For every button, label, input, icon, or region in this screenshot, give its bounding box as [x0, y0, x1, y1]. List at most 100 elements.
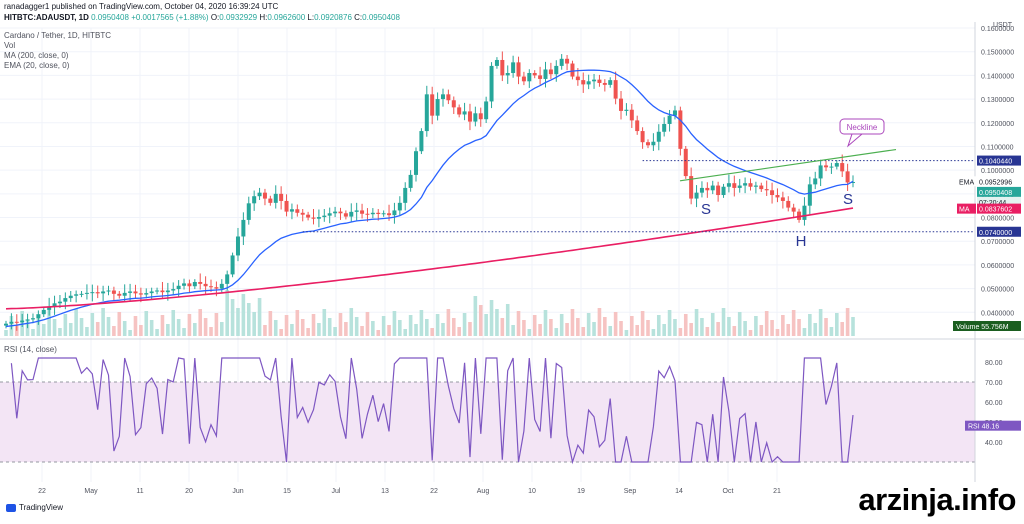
volume-bar: [149, 320, 154, 336]
candle-body: [543, 69, 548, 79]
time-tick-label: Jul: [332, 488, 341, 495]
candle-body: [640, 131, 645, 143]
volume-bar: [52, 319, 57, 336]
volume-bar: [473, 296, 478, 336]
time-tick-label: 14: [675, 488, 683, 495]
volume-bar: [365, 312, 370, 336]
candle-body: [565, 58, 570, 64]
candle-body: [570, 63, 575, 77]
candle-body: [106, 290, 111, 292]
tradingview-brand[interactable]: TradingView: [6, 503, 63, 512]
legend-ma[interactable]: MA (200, close, 0): [4, 51, 69, 60]
time-tick-label: 19: [577, 488, 585, 495]
candle-body: [101, 291, 106, 294]
candle-body: [743, 183, 748, 186]
candle-body: [737, 185, 742, 188]
volume-bar: [586, 313, 591, 336]
legend-vol[interactable]: Vol: [4, 41, 16, 50]
volume-bar: [840, 322, 845, 336]
volume-bar: [279, 329, 283, 336]
candle-body: [753, 185, 758, 187]
volume-bar: [446, 309, 451, 336]
candle-body: [489, 65, 494, 102]
volume-bar: [570, 309, 575, 336]
volume-bar: [300, 319, 305, 336]
volume-bar: [68, 323, 73, 336]
volume-bar: [635, 325, 640, 336]
candle-body: [41, 309, 46, 315]
time-tick-label: 13: [381, 488, 389, 495]
candle-body: [732, 183, 737, 188]
volume-bar: [845, 308, 850, 336]
publisher-line: ranadagger1 published on TradingView.com…: [4, 2, 278, 11]
close-label: C:: [354, 13, 363, 22]
candle-body: [160, 290, 165, 293]
candle-body: [521, 76, 526, 82]
volume-bar: [90, 313, 95, 336]
volume-bar: [268, 311, 273, 336]
volume-bar: [721, 308, 726, 336]
candle-body: [4, 323, 8, 326]
rsi-panel: [0, 357, 975, 465]
high-label: H:: [259, 13, 268, 22]
volume-bar: [182, 328, 186, 336]
volume-bar: [160, 315, 165, 336]
candle-body: [699, 187, 704, 193]
candle-body: [586, 81, 591, 85]
candle-body: [559, 58, 564, 66]
candle-body: [613, 80, 618, 99]
volume-bar: [673, 319, 677, 336]
volume-bar: [538, 324, 542, 336]
price-axis-unit: USDT: [993, 22, 1013, 29]
volume-bar: [252, 312, 256, 336]
volume-bar: [559, 314, 564, 336]
volume-bar: [349, 308, 354, 336]
candle-body: [192, 281, 197, 287]
open-label: O:: [210, 13, 220, 22]
price-tick-label: 0.1500000: [981, 50, 1014, 57]
volume-bar: [786, 324, 791, 336]
rsi-legend[interactable]: RSI (14, close): [4, 345, 57, 354]
price-tick-label: 0.0400000: [981, 310, 1014, 317]
volume-bar: [354, 317, 359, 336]
candle-body: [252, 196, 257, 204]
volume-bar: [581, 327, 586, 336]
candle-body: [360, 210, 365, 214]
candle-body: [651, 141, 656, 146]
candle-body: [683, 148, 688, 177]
volume-bar: [770, 320, 774, 336]
candle-body: [786, 200, 791, 208]
candle-body: [209, 286, 214, 288]
candle-body: [548, 69, 553, 75]
volume-bar: [47, 310, 51, 336]
resistance-tag-text: 0.1040440: [979, 159, 1012, 166]
candle-body: [575, 76, 580, 81]
low-label: L:: [307, 13, 315, 22]
volume-bar: [630, 316, 634, 336]
candle-body: [300, 212, 305, 215]
legend-ema[interactable]: EMA (20, close, 0): [4, 61, 70, 70]
volume-bar: [576, 318, 580, 336]
legend-title[interactable]: Cardano / Tether, 1D, HITBTC: [4, 31, 112, 40]
candle-body: [165, 290, 170, 293]
volume-bar: [376, 330, 381, 336]
price-tick-label: 0.1000000: [981, 168, 1014, 175]
volume-bar: [824, 318, 828, 336]
candlesticks: [4, 51, 855, 331]
volume-bar: [128, 330, 132, 336]
candle-body: [705, 187, 710, 191]
symbol-label: HITBTC:ADAUSDT, 1D: [4, 13, 89, 22]
candle-body: [678, 110, 683, 149]
volume-bar: [101, 308, 105, 336]
candle-body: [403, 187, 408, 203]
candle-body: [138, 293, 143, 295]
volume-bar: [689, 323, 693, 336]
volume-bar: [425, 319, 429, 336]
volume-bar: [203, 318, 208, 336]
volume-bar: [640, 311, 645, 336]
candle-body: [354, 210, 359, 212]
candle-body: [824, 165, 829, 168]
candle-body: [694, 192, 699, 199]
candle-body: [343, 213, 348, 217]
